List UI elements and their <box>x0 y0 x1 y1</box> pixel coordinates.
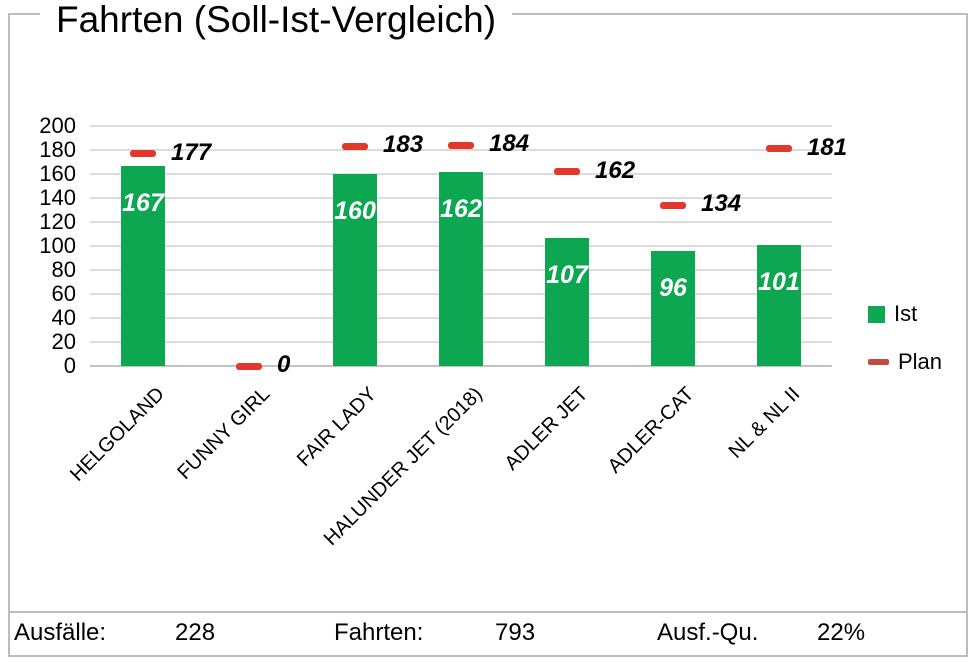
plan-marker <box>448 141 474 149</box>
y-axis-tick-label: 120 <box>39 209 76 234</box>
plan-marker <box>130 150 156 158</box>
summary-label-ausfaelle: Ausfälle: <box>14 619 107 646</box>
category-label: HELGOLAND <box>65 383 169 486</box>
y-axis-tick-label: 100 <box>39 233 76 258</box>
gridline <box>90 125 832 127</box>
plan-value-label: 183 <box>383 131 424 159</box>
category-label: FUNNY GIRL <box>173 383 275 484</box>
summary-row: Ausfälle: 228 Fahrten: 793 Ausf.-Qu. 22% <box>8 613 968 657</box>
plan-marker <box>342 142 368 150</box>
summary-label-ausf-quote: Ausf.-Qu. <box>657 619 759 646</box>
category-label: ADLER-CAT <box>603 383 699 478</box>
category-label: NL & NL II <box>724 383 805 463</box>
bar-ist <box>439 171 483 366</box>
bar-value-label: 107 <box>546 260 588 289</box>
bar-value-label: 96 <box>659 273 687 302</box>
bar-value-label: 162 <box>440 194 482 223</box>
bar-ist <box>545 237 589 366</box>
y-axis-tick-label: 80 <box>51 257 76 282</box>
plan-marker <box>554 168 580 176</box>
summary-value-ausfaelle: 228 <box>175 619 216 646</box>
plan-value-label: 134 <box>701 190 742 218</box>
bar-ist <box>757 244 801 366</box>
gridline <box>90 149 832 151</box>
bar-value-label: 167 <box>122 188 164 217</box>
legend-item-ist: Ist <box>868 302 942 326</box>
bar-ist <box>333 174 377 366</box>
plan-marker <box>660 201 686 209</box>
chart-title: Fahrten (Soll-Ist-Vergleich) <box>40 0 513 46</box>
y-axis-tick-label: 160 <box>39 161 76 186</box>
legend-swatch-plan-icon <box>868 359 889 365</box>
plan-marker <box>236 362 262 370</box>
legend: Ist Plan <box>868 302 942 398</box>
plan-value-label: 184 <box>489 130 530 158</box>
plan-value-label: 177 <box>171 138 212 166</box>
legend-label-ist: Ist <box>894 301 918 326</box>
summary-value-ausf-quote: 22% <box>817 619 866 646</box>
bar-value-label: 160 <box>334 197 376 225</box>
y-axis-tick-label: 40 <box>51 305 76 330</box>
y-axis-tick-label: 200 <box>39 113 76 138</box>
summary-label-fahrten: Fahrten: <box>334 619 424 646</box>
plan-marker <box>766 145 792 153</box>
category-label: FAIR LADY <box>292 383 381 471</box>
legend-swatch-ist-icon <box>868 305 885 323</box>
y-axis-tick-label: 140 <box>39 185 76 210</box>
y-axis-tick-label: 180 <box>39 137 76 162</box>
bar-value-label: 101 <box>758 267 800 296</box>
bar-ist <box>651 250 695 366</box>
y-axis-tick-label: 20 <box>51 329 76 354</box>
plan-value-label: 162 <box>595 156 636 184</box>
summary-value-fahrten: 793 <box>495 619 536 646</box>
plan-value-label: 181 <box>807 133 848 161</box>
gridline <box>90 365 832 367</box>
legend-item-plan: Plan <box>868 350 942 374</box>
bar-ist <box>121 165 165 366</box>
category-label: ADLER JET <box>500 383 593 475</box>
plan-value-label: 0 <box>277 351 291 378</box>
chart-frame[interactable] <box>8 13 968 613</box>
y-axis-tick-label: 0 <box>63 353 76 378</box>
legend-label-plan: Plan <box>898 349 943 374</box>
y-axis-tick-label: 60 <box>51 281 76 306</box>
